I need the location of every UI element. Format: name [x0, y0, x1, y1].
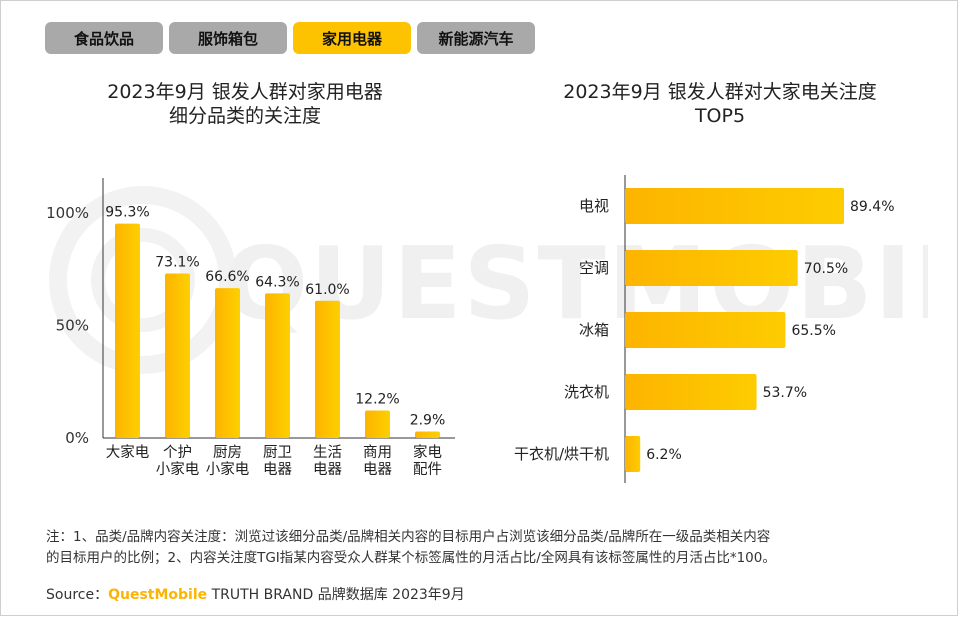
x-tick-label: 电器 [313, 461, 342, 478]
bar-2 [215, 288, 240, 438]
bar-1 [625, 250, 798, 286]
bar-4 [315, 300, 340, 438]
bar-3 [625, 374, 757, 410]
category-label: 干衣机/烘干机 [514, 445, 609, 463]
bar-3 [265, 293, 290, 438]
right-chart-title: 2023年9月 银发人群对大家电关注度 TOP5 [520, 80, 920, 128]
bar-value-label: 2.9% [410, 412, 446, 428]
tab-apparel-bags[interactable]: 服饰箱包 [169, 22, 287, 54]
y-tick-label: 0% [65, 429, 89, 447]
footnote-line-1: 注：1、品类/品牌内容关注度：浏览过该细分品类/品牌相关内容的目标用户占浏览该细… [46, 529, 771, 545]
bar-5 [365, 410, 390, 438]
x-tick-label: 电器 [263, 461, 292, 478]
bar-value-label: 12.2% [355, 392, 399, 408]
right-title-line-1: 2023年9月 银发人群对大家电关注度 [563, 81, 877, 103]
x-tick-label: 大家电 [106, 444, 150, 461]
bar-value-label: 89.4% [850, 199, 894, 215]
bar-0 [625, 188, 845, 224]
bar-4 [625, 436, 641, 472]
right-title-line-2: TOP5 [694, 105, 746, 127]
category-label: 电视 [579, 197, 609, 215]
bar-value-label: 95.3% [105, 205, 149, 221]
bar-2 [625, 312, 786, 348]
bar-6 [415, 431, 440, 438]
tab-food-drink[interactable]: 食品饮品 [45, 22, 163, 54]
x-tick-label: 电器 [363, 461, 392, 478]
bar-value-label: 66.6% [205, 269, 249, 285]
left-title-line-1: 2023年9月 银发人群对家用电器 [107, 81, 383, 103]
x-tick-label: 商用 [363, 444, 392, 461]
bar-value-label: 70.5% [804, 261, 848, 277]
category-label: 空调 [579, 259, 609, 277]
left-chart-title: 2023年9月 银发人群对家用电器 细分品类的关注度 [60, 80, 430, 128]
x-tick-label: 家电 [413, 444, 442, 461]
bar-value-label: 61.0% [305, 282, 349, 298]
x-tick-label: 配件 [413, 461, 442, 478]
x-tick-label: 厨房 [213, 444, 242, 461]
tab-home-appliances[interactable]: 家用电器 [293, 22, 411, 54]
category-label: 洗衣机 [564, 383, 609, 401]
y-tick-label: 100% [46, 204, 89, 222]
x-tick-label: 厨卫 [263, 445, 292, 461]
bar-value-label: 73.1% [155, 255, 199, 271]
bar-value-label: 65.5% [791, 323, 835, 339]
footnote: 注：1、品类/品牌内容关注度：浏览过该细分品类/品牌相关内容的目标用户占浏览该细… [46, 527, 926, 569]
source-prefix: Source： [46, 587, 109, 603]
bar-value-label: 64.3% [255, 274, 299, 290]
category-label: 冰箱 [579, 321, 609, 339]
bar-value-label: 53.7% [763, 385, 807, 401]
source-brand: QuestMobile [108, 587, 208, 603]
footnote-line-2: 的目标用户的比例；2、内容关注度TGI指某内容受众人群某个标签属性的月活占比/全… [46, 550, 776, 566]
y-tick-label: 50% [56, 317, 89, 335]
source-suffix: TRUTH BRAND 品牌数据库 2023年9月 [207, 587, 465, 603]
x-tick-label: 小家电 [206, 461, 250, 478]
x-tick-label: 个护 [163, 444, 192, 461]
bar-value-label: 6.2% [646, 447, 682, 463]
category-tabs: 食品饮品 服饰箱包 家用电器 新能源汽车 [45, 22, 535, 54]
x-tick-label: 生活 [313, 444, 342, 461]
tab-new-energy-vehicles[interactable]: 新能源汽车 [417, 22, 535, 54]
left-title-line-2: 细分品类的关注度 [168, 105, 321, 127]
bar-1 [165, 273, 190, 438]
bar-0 [115, 223, 140, 438]
source-line: Source：QuestMobile TRUTH BRAND 品牌数据库 202… [46, 584, 465, 604]
x-tick-label: 小家电 [156, 461, 200, 478]
